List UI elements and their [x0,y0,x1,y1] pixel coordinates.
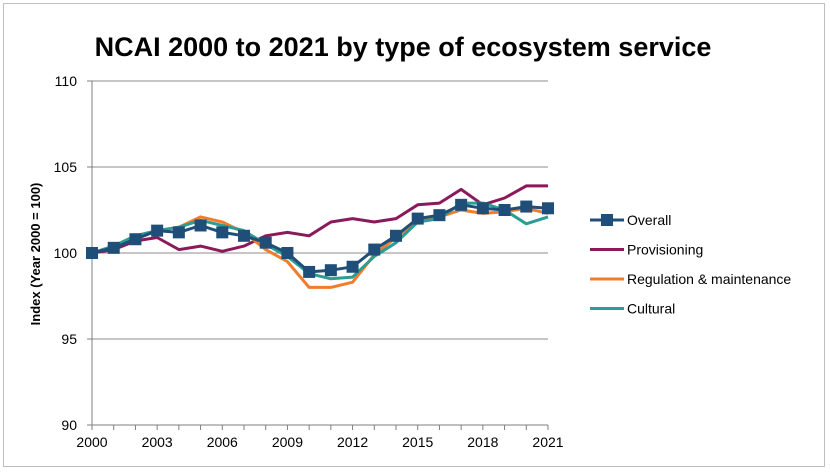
marker-overall-2017 [455,198,468,211]
x-tick-label-2015: 2015 [402,434,433,450]
marker-overall-2008 [259,236,272,249]
marker-overall-2003 [151,224,164,237]
legend-label-overall: Overall [627,212,671,228]
y-tick-label-100: 100 [54,245,78,261]
y-tick-label-110: 110 [55,73,78,89]
x-tick-label-2003: 2003 [142,434,173,450]
legend-label-regulation-maintenance: Regulation & maintenance [627,271,791,287]
marker-overall-2004 [172,226,185,239]
y-tick-label-90: 90 [61,417,77,433]
gridlines [92,80,548,340]
marker-overall-2021 [542,202,554,215]
x-tick-label-2021: 2021 [532,434,563,450]
series-lines [86,184,554,289]
y-axis-label: Index (Year 2000 = 100) [28,183,43,326]
marker-overall-2018 [476,202,489,215]
marker-overall-2005 [194,219,207,232]
x-tick-label-2006: 2006 [207,434,238,450]
axes [87,80,549,430]
marker-overall-2011 [324,264,337,277]
series-line-overall [91,203,549,274]
marker-overall-2001 [107,241,120,254]
x-tick-label-2012: 2012 [337,434,368,450]
marker-overall-2010 [303,265,316,278]
y-tick-labels: 90 95 100 105 110 [54,73,78,433]
marker-overall-2006 [216,226,229,239]
legend: Overall Provisioning Regulation & maintena… [590,212,791,317]
marker-overall-2014 [390,229,402,242]
marker-overall-2013 [368,243,381,256]
marker-overall-2000 [86,247,98,259]
marker-overall-2002 [129,233,142,246]
chart-title: NCAI 2000 to 2021 by type of ecosystem s… [95,32,712,62]
marker-overall-2015 [411,212,424,225]
marker-overall-2009 [281,247,294,259]
x-tick-label-2000: 2000 [76,434,107,450]
marker-overall-2007 [238,229,250,242]
legend-label-cultural: Cultural [627,301,675,317]
legend-marker-overall [601,214,613,226]
marker-overall-2020 [520,200,533,213]
x-tick-label-2018: 2018 [467,434,498,450]
marker-overall-2016 [433,209,446,222]
x-tick-labels: 2000 2003 2006 2009 2012 2015 2018 2021 [76,434,563,450]
x-tick-label-2009: 2009 [272,434,303,450]
series-line-provisioning [91,184,548,255]
marker-overall-2012 [346,260,359,273]
y-tick-label-105: 105 [54,159,78,175]
series-line-cultural [91,201,549,281]
marker-overall-2019 [498,204,511,216]
legend-label-provisioning: Provisioning [627,242,703,258]
y-tick-label-95: 95 [61,331,77,347]
